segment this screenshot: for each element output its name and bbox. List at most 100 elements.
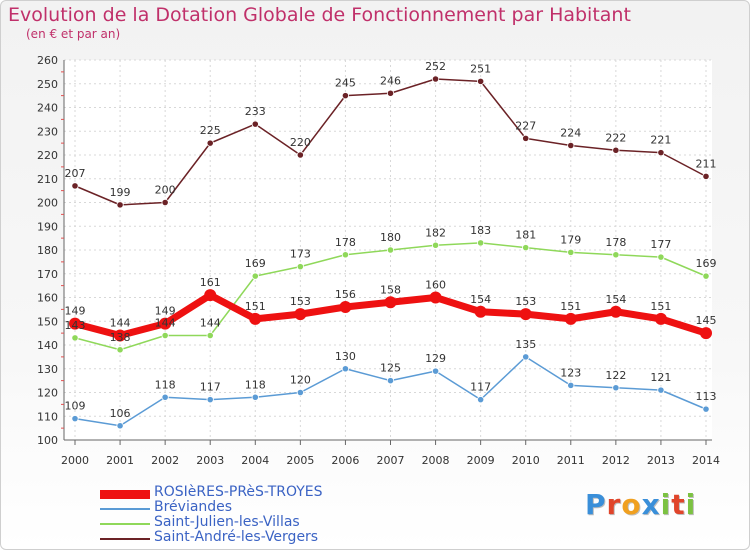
legend-swatch	[100, 508, 150, 510]
x-tick-label: 2010	[512, 454, 540, 467]
data-point	[116, 422, 124, 430]
data-point	[522, 244, 530, 252]
data-label: 225	[200, 124, 221, 137]
y-tick-label: 230	[37, 125, 58, 138]
data-point	[116, 346, 124, 354]
data-point	[161, 198, 169, 207]
data-label: 181	[515, 229, 536, 242]
data-point	[431, 367, 440, 375]
y-tick-label: 180	[37, 244, 58, 257]
data-label: 158	[380, 283, 401, 296]
data-point	[431, 75, 440, 83]
data-point	[296, 388, 304, 397]
data-label: 143	[65, 319, 86, 332]
data-label: 113	[696, 390, 717, 403]
data-label: 220	[290, 136, 311, 149]
legend-label: Saint-Julien-les-Villas	[154, 514, 300, 530]
data-label: 169	[245, 257, 266, 270]
data-point	[477, 239, 485, 247]
data-point	[296, 263, 304, 271]
y-tick-label: 190	[37, 220, 58, 233]
legend-label: ROSIèRES-PRèS-TROYES	[154, 484, 323, 500]
data-point	[612, 251, 620, 259]
data-label: 144	[110, 317, 131, 330]
data-label: 145	[696, 314, 717, 327]
data-point	[519, 308, 532, 321]
data-point	[71, 415, 79, 423]
data-label: 251	[470, 62, 491, 75]
data-label: 149	[155, 305, 176, 318]
x-tick-label: 2012	[602, 454, 630, 467]
data-label: 118	[155, 378, 176, 391]
data-label: 123	[560, 366, 581, 379]
data-label: 173	[290, 248, 311, 261]
data-label: 129	[425, 352, 446, 365]
x-tick-label: 2009	[467, 454, 495, 467]
data-point	[654, 312, 667, 325]
chart-title: Evolution de la Dotation Globale de Fonc…	[8, 4, 631, 26]
data-label: 207	[65, 167, 86, 180]
data-point	[702, 405, 710, 413]
y-tick-label: 110	[37, 410, 58, 423]
data-label: 200	[155, 184, 176, 197]
data-point	[702, 272, 710, 280]
data-label: 221	[650, 134, 671, 147]
legend-swatch	[100, 523, 150, 525]
legend-item: Saint-Julien-les-Villas	[100, 514, 380, 531]
data-point	[474, 305, 487, 318]
data-point	[251, 393, 259, 401]
data-point	[612, 384, 620, 392]
x-tick-label: 2007	[377, 454, 405, 467]
chart-subtitle: (en € et par an)	[26, 27, 121, 41]
data-label: 180	[380, 231, 401, 244]
data-label: 151	[245, 300, 266, 313]
data-point	[477, 396, 485, 404]
proxiti-logo: Proxiti	[585, 488, 696, 521]
data-label: 117	[200, 381, 221, 394]
data-label: 122	[605, 369, 626, 382]
data-label: 178	[335, 236, 356, 249]
data-point	[609, 305, 622, 318]
x-tick-label: 2004	[241, 454, 269, 467]
data-point	[657, 386, 665, 394]
data-label: 183	[470, 224, 491, 237]
logo-letter: t	[671, 488, 686, 521]
data-point	[206, 396, 214, 404]
data-point	[564, 312, 577, 325]
data-point	[477, 77, 485, 85]
data-label: 227	[515, 119, 536, 132]
data-label: 233	[245, 105, 266, 118]
data-point	[206, 139, 214, 147]
legend-label: Saint-André-les-Vergers	[154, 529, 319, 545]
data-label: 252	[425, 60, 446, 73]
data-label: 138	[110, 331, 131, 344]
data-point	[386, 246, 395, 254]
data-point	[116, 201, 124, 209]
data-point	[249, 312, 262, 325]
data-label: 153	[515, 295, 536, 308]
data-point	[386, 89, 395, 97]
data-label: 135	[515, 338, 536, 351]
data-label: 182	[425, 226, 446, 239]
y-tick-label: 220	[37, 149, 58, 162]
data-point	[657, 253, 665, 261]
data-point	[339, 301, 352, 313]
data-point	[522, 353, 530, 361]
data-label: 161	[200, 276, 221, 289]
data-point	[612, 146, 620, 154]
x-tick-label: 2002	[151, 454, 179, 467]
data-point	[522, 134, 530, 142]
data-label: 154	[605, 293, 626, 306]
x-tick-label: 2013	[647, 454, 675, 467]
legend-swatch	[100, 489, 150, 499]
logo-letter: i	[685, 488, 697, 521]
x-tick-label: 2001	[106, 454, 134, 467]
data-point	[71, 334, 79, 342]
x-tick-label: 2011	[557, 454, 585, 467]
data-point	[161, 393, 169, 401]
data-label: 156	[335, 288, 356, 301]
data-label: 246	[380, 74, 401, 87]
x-tick-label: 2014	[692, 454, 720, 467]
data-point	[567, 141, 575, 150]
